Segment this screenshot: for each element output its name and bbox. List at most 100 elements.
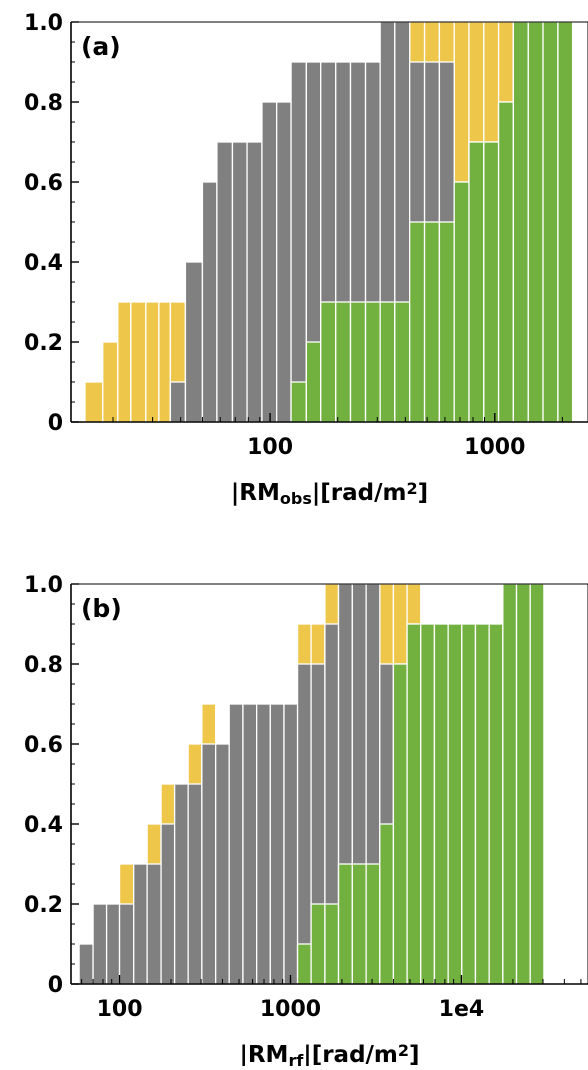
x-axis-title-sup: 2: [398, 1041, 409, 1060]
bar-gray: [269, 703, 285, 985]
x-tick-label: 100: [247, 435, 293, 460]
bar-green: [406, 623, 422, 985]
y-tick-label: 0.2: [24, 893, 63, 918]
x-axis-title-post: |[rad/m: [312, 480, 407, 506]
bar-green: [290, 381, 307, 423]
bar-green: [497, 101, 515, 423]
y-tick-label: 0.4: [24, 251, 63, 276]
bar-green: [320, 301, 337, 423]
bar-green: [453, 181, 470, 423]
bar-gray: [242, 703, 258, 985]
y-tick-label: 0.8: [24, 653, 63, 678]
bar-gray: [256, 703, 271, 985]
y-tick-label: 0.8: [24, 91, 63, 116]
x-axis-title: |RMrf|[rad/m2]: [239, 1041, 419, 1066]
bar-gray: [216, 141, 234, 423]
x-tick-label: 1000: [464, 435, 525, 460]
bar-green: [502, 583, 518, 985]
bar-green: [365, 863, 381, 985]
bar-yellow: [145, 301, 160, 423]
y-tick-label: 1.0: [24, 11, 63, 36]
bar-yellow: [117, 301, 132, 423]
bar-green: [529, 583, 545, 985]
bar-green: [438, 221, 455, 423]
bar-gray: [201, 743, 217, 985]
y-tick-label: 0.4: [24, 813, 63, 838]
x-axis-title-pre: |RM: [239, 1042, 288, 1066]
bar-green: [335, 301, 352, 423]
bar-green: [364, 301, 381, 423]
y-tick-label: 0.2: [24, 331, 63, 356]
x-axis-title-end: ]: [409, 1042, 420, 1066]
chart-panel-a: 0 0.2 0.4 0.6 0.8 1.0 100 1000 (a) |RMobs|[rad/m2…: [0, 0, 588, 520]
bar-green: [420, 623, 436, 985]
x-axis-title-sub: obs: [280, 489, 312, 508]
bar-green: [408, 221, 426, 423]
bar-green: [447, 623, 463, 985]
x-tick-label: 1e4: [439, 997, 485, 1022]
x-axis-title-end: ]: [418, 480, 429, 506]
bar-yellow: [130, 301, 147, 423]
bar-gray: [133, 863, 148, 985]
bar-gray: [215, 743, 230, 985]
y-tick-label: 0.6: [24, 733, 63, 758]
bar-green: [324, 903, 340, 985]
bar-green: [557, 21, 574, 423]
bar-green: [423, 221, 441, 423]
bar-green: [310, 903, 326, 985]
bar-gray: [169, 381, 187, 423]
panel-label: (a): [81, 32, 121, 61]
bar-green: [515, 583, 531, 985]
bar-gray: [173, 783, 189, 985]
bar-green: [512, 21, 529, 423]
bar-gray: [146, 863, 162, 985]
bar-gray: [78, 943, 94, 985]
bar-green: [379, 823, 395, 985]
bars-group: [84, 21, 574, 423]
bar-yellow: [158, 301, 172, 423]
bar-gray: [283, 703, 299, 985]
x-axis-title-sup: 2: [406, 479, 417, 498]
bar-green: [392, 663, 408, 985]
bar-green: [433, 623, 449, 985]
x-axis-title-sub: rf: [288, 1051, 304, 1066]
bar-gray: [296, 663, 312, 985]
bar-green: [349, 301, 367, 423]
bar-green: [483, 141, 500, 423]
bar-green: [296, 943, 312, 985]
bar-gray: [201, 181, 218, 423]
histogram-a: 0 0.2 0.4 0.6 0.8 1.0 100 1000 (a) |RMobs|[rad/m2…: [24, 11, 588, 508]
y-tick-label: 1.0: [24, 573, 63, 598]
x-axis-title: |RMobs|[rad/m2]: [231, 479, 428, 508]
bar-green: [394, 301, 411, 423]
bar-yellow: [84, 381, 104, 423]
y-tick-label: 0: [48, 411, 63, 436]
bar-gray: [276, 101, 292, 423]
bar-gray: [231, 141, 248, 423]
chart-panel-b: 0 0.2 0.4 0.6 0.8 1.0 100 1000 1e4 (b) |RMrf|[rad/…: [0, 560, 588, 1070]
bar-green: [379, 301, 396, 423]
bar-green: [542, 21, 559, 423]
bar-green: [527, 21, 544, 423]
x-tick-label: 100: [97, 997, 143, 1022]
bar-gray: [105, 903, 121, 985]
x-tick-label: 1000: [260, 997, 321, 1022]
bar-green: [474, 623, 490, 985]
bars-group: [78, 583, 545, 985]
histogram-b: 0 0.2 0.4 0.6 0.8 1.0 100 1000 1e4 (b) |RMrf|[rad/…: [24, 573, 588, 1070]
x-axis-title-post: |[rad/m: [303, 1042, 398, 1066]
bar-yellow: [102, 341, 119, 423]
bar-gray: [92, 903, 108, 985]
bar-gray: [187, 783, 203, 985]
bar-gray: [184, 261, 204, 423]
panel-label: (b): [81, 594, 122, 623]
bar-gray: [160, 823, 176, 985]
bar-gray: [228, 703, 244, 985]
bar-green: [305, 341, 322, 423]
bar-gray: [118, 903, 135, 985]
bar-green: [351, 863, 367, 985]
bar-green: [488, 623, 504, 985]
bar-gray: [261, 101, 278, 423]
bar-green: [461, 623, 477, 985]
y-tick-label: 0.6: [24, 171, 63, 196]
